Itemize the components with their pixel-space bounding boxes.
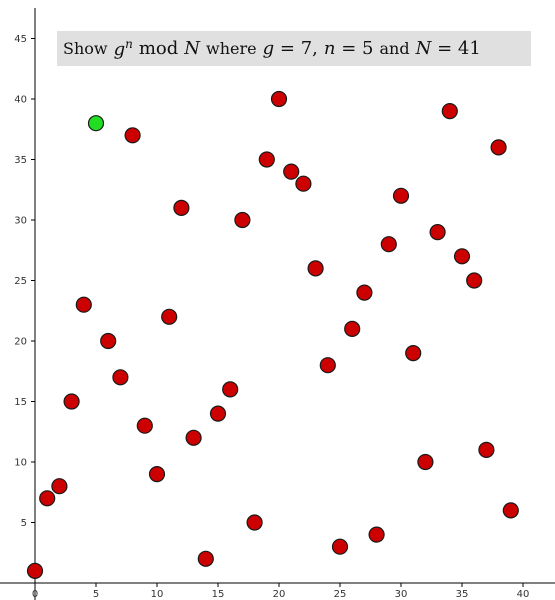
data-point	[380, 236, 397, 253]
y-tick-label: 5	[21, 518, 27, 529]
x-tick-label: 30	[395, 589, 408, 600]
data-point	[392, 187, 410, 204]
data-point	[197, 550, 214, 567]
y-tick-label: 15	[14, 397, 27, 408]
data-point	[185, 429, 202, 446]
data-point	[417, 453, 434, 471]
y-tick-label: 30	[14, 216, 27, 227]
title-show-word: Show	[63, 39, 108, 58]
x-tick-label: 10	[151, 589, 164, 600]
title-n-exponent: n	[125, 37, 133, 51]
data-point	[124, 127, 141, 144]
data-point	[148, 466, 166, 483]
data-point	[295, 175, 312, 192]
title-n-expression: n = 5	[323, 38, 374, 59]
data-point	[222, 381, 239, 398]
data-point	[209, 405, 227, 422]
title-mod-word: mod	[138, 38, 179, 59]
x-tick-label: 20	[273, 589, 286, 600]
data-point	[112, 369, 129, 386]
data-point	[466, 272, 483, 289]
data-point	[270, 90, 288, 108]
data-point	[307, 260, 324, 277]
data-point	[75, 296, 92, 313]
data-point	[283, 163, 300, 180]
y-tick-label: 20	[14, 337, 27, 348]
y-tick-label: 10	[14, 458, 27, 469]
data-point	[502, 502, 519, 519]
data-point	[429, 224, 446, 241]
y-tick-label: 45	[14, 34, 27, 45]
data-point	[331, 538, 349, 555]
data-point	[478, 441, 495, 458]
y-tick-label: 40	[14, 95, 27, 106]
data-point	[246, 514, 263, 531]
data-point	[63, 393, 80, 410]
data-point	[26, 562, 44, 580]
data-point	[258, 151, 275, 168]
data-point	[441, 102, 458, 120]
x-tick-label: 15	[212, 589, 225, 600]
data-point	[356, 284, 373, 301]
data-point	[136, 417, 153, 434]
title-where-word: where	[206, 39, 257, 58]
data-point	[344, 320, 361, 337]
data-point	[100, 332, 117, 350]
title-g-expression: g = 7	[262, 38, 313, 59]
x-tick-label: 25	[334, 589, 347, 600]
title-and-word: and	[379, 39, 410, 58]
data-point	[173, 199, 190, 216]
title-N-var: N	[184, 38, 201, 59]
x-tick-label: 0	[32, 589, 38, 600]
title-comma: ,	[312, 38, 318, 59]
title-g-base: gn	[113, 37, 133, 60]
highlight-point	[87, 115, 105, 132]
chart-title: Show gn mod N where g = 7 , n = 5 and N …	[57, 31, 531, 66]
data-point	[319, 357, 336, 374]
x-tick-label: 5	[93, 589, 99, 600]
data-point	[453, 248, 471, 265]
data-point	[161, 308, 178, 325]
data-point	[405, 345, 422, 362]
title-N-expression: N = 41	[415, 38, 481, 59]
data-point	[51, 478, 68, 495]
y-tick-label: 35	[14, 155, 27, 166]
data-point	[490, 139, 507, 156]
data-point	[234, 211, 251, 229]
y-tick-label: 25	[14, 276, 27, 287]
data-point	[39, 490, 56, 507]
x-tick-label: 40	[517, 589, 530, 600]
x-tick-label: 35	[456, 589, 469, 600]
data-point	[368, 526, 385, 543]
